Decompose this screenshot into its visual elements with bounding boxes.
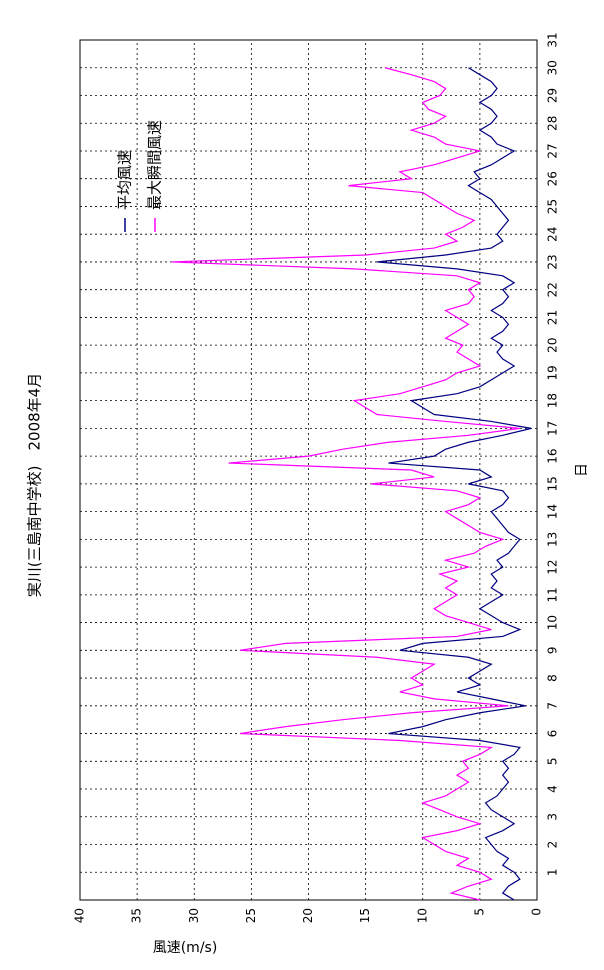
x-tick-label: 31 bbox=[546, 32, 560, 47]
x-tick-label: 2 bbox=[546, 841, 560, 849]
x-tick-label: 17 bbox=[546, 421, 560, 436]
plot-frame bbox=[79, 39, 538, 901]
series-line bbox=[171, 67, 520, 901]
y-tick-label: 5 bbox=[472, 908, 486, 916]
y-tick-label: 20 bbox=[301, 908, 315, 923]
x-tick-label: 4 bbox=[546, 785, 560, 793]
x-tick-label: 5 bbox=[546, 757, 560, 765]
x-tick-label: 12 bbox=[546, 559, 560, 574]
chart-title: 実川(三島南中学校) 2008年4月 bbox=[26, 373, 44, 597]
y-tick-label: 25 bbox=[244, 908, 258, 923]
x-tick-label: 14 bbox=[546, 504, 560, 519]
x-tick-label: 16 bbox=[546, 448, 560, 463]
x-tick-label: 20 bbox=[546, 338, 560, 353]
x-tick-label: 9 bbox=[546, 647, 560, 655]
x-tick-label: 11 bbox=[546, 587, 560, 602]
x-tick-label: 26 bbox=[546, 171, 560, 186]
series-line bbox=[376, 67, 532, 901]
x-tick-label: 22 bbox=[546, 282, 560, 297]
y-tick-label: 0 bbox=[530, 908, 544, 916]
rotated-chart: 実川(三島南中学校) 2008年4月 日 風速(m/s) 05101520253… bbox=[26, 32, 591, 956]
x-tick-label: 29 bbox=[546, 88, 560, 103]
x-tick-label: 3 bbox=[546, 813, 560, 821]
legend-label: 平均風速 bbox=[116, 150, 134, 210]
x-tick-label: 19 bbox=[546, 365, 560, 380]
y-axis-label: 風速(m/s) bbox=[153, 940, 218, 956]
x-tick-label: 13 bbox=[546, 532, 560, 547]
x-tick-label: 30 bbox=[546, 60, 560, 75]
y-tick-label: 15 bbox=[358, 908, 372, 923]
x-tick-label: 18 bbox=[546, 393, 560, 408]
x-axis-label: 日 bbox=[574, 463, 590, 477]
x-tick-label: 7 bbox=[546, 702, 560, 710]
y-tick-label: 10 bbox=[415, 908, 429, 923]
x-tick-label: 6 bbox=[546, 730, 560, 738]
x-tick-label: 8 bbox=[546, 674, 560, 682]
x-tick-label: 1 bbox=[546, 868, 560, 876]
x-tick-label: 10 bbox=[546, 615, 560, 630]
y-tick-label: 35 bbox=[130, 908, 144, 923]
x-tick-label: 24 bbox=[546, 227, 560, 242]
x-tick-label: 15 bbox=[546, 476, 560, 491]
y-tick-label: 30 bbox=[187, 908, 201, 923]
x-tick-label: 28 bbox=[546, 116, 560, 131]
legend-label: 最大瞬間風速 bbox=[146, 120, 164, 210]
x-tick-label: 23 bbox=[546, 254, 560, 269]
x-tick-label: 21 bbox=[546, 310, 560, 325]
y-tick-label: 40 bbox=[73, 908, 87, 923]
x-tick-label: 25 bbox=[546, 199, 560, 214]
x-tick-label: 27 bbox=[546, 143, 560, 158]
